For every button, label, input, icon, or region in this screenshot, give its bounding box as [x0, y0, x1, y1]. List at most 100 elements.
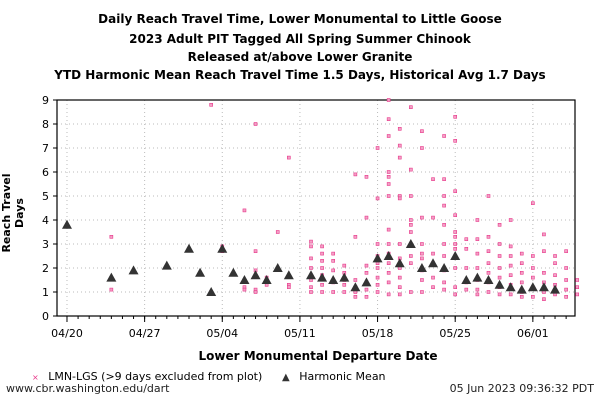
- scatter-point: [364, 287, 369, 292]
- scatter-point: [331, 251, 335, 256]
- scatter-point: [386, 117, 391, 121]
- scatter-point: [519, 270, 524, 275]
- scatter-point: [309, 290, 313, 294]
- harmonic-mean-point: [494, 279, 505, 289]
- scatter-point: [253, 290, 258, 294]
- x-tick-label: 05/11: [284, 327, 316, 340]
- scatter-point: [353, 172, 358, 177]
- harmonic-mean-point: [483, 275, 494, 284]
- harmonic-mean-point: [328, 275, 339, 284]
- scatter-point: [508, 218, 513, 222]
- scatter-point: [475, 292, 480, 297]
- scatter-point: [420, 242, 424, 246]
- scatter-point: [519, 261, 524, 266]
- scatter-point: [486, 235, 491, 239]
- harmonic-mean-point: [106, 272, 117, 282]
- scatter-point: [575, 285, 580, 290]
- harmonic-mean-point: [350, 282, 361, 292]
- scatter-point: [486, 270, 491, 275]
- scatter-point: [409, 261, 413, 266]
- scatter-point: [486, 290, 491, 294]
- scatter-point: [409, 290, 413, 294]
- scatter-point: [420, 251, 424, 256]
- scatter-point: [453, 266, 458, 270]
- scatter-point: [409, 194, 413, 198]
- chart-title-line-4: YTD Harmonic Mean Reach Travel Time 1.5 …: [54, 68, 546, 82]
- scatter-point: [386, 280, 391, 285]
- x-tick-label: 06/01: [517, 327, 549, 340]
- scatter-point: [453, 247, 458, 251]
- scatter-point: [564, 287, 568, 292]
- scatter-point: [453, 189, 458, 193]
- scatter-point: [497, 242, 502, 246]
- scatter-point: [331, 290, 335, 294]
- source-url[interactable]: www.cbr.washington.edu/dart: [6, 382, 170, 395]
- scatter-point: [497, 292, 502, 297]
- scatter-point: [442, 177, 446, 181]
- timestamp: 05 Jun 2023 09:36:32 PDT: [449, 382, 594, 395]
- scatter-point: [375, 266, 380, 270]
- scatter-point: [453, 213, 458, 217]
- scatter-point: [453, 230, 458, 234]
- scatter-point: [564, 266, 568, 270]
- scatter-point: [420, 278, 424, 282]
- scatter-point: [342, 282, 347, 287]
- scatter-point: [431, 215, 435, 220]
- harmonic-mean-point: [527, 282, 538, 292]
- scatter-point: [497, 254, 502, 258]
- harmonic-mean-point: [339, 272, 350, 282]
- scatter-point: [453, 115, 458, 119]
- scatter-point: [409, 167, 413, 172]
- harmonic-mean-point: [195, 267, 206, 277]
- harmonic-mean-point: [239, 275, 250, 284]
- scatter-point: [420, 146, 424, 150]
- y-tick-label: 3: [42, 238, 49, 251]
- triangle-marker-icon: ▲: [282, 372, 290, 383]
- scatter-point: [320, 290, 324, 294]
- scatter-point: [209, 103, 213, 107]
- harmonic-mean-point: [472, 272, 483, 282]
- scatter-point: [386, 182, 391, 186]
- scatter-point: [364, 270, 369, 275]
- scatter-point: [442, 254, 446, 258]
- harmonic-mean-point: [428, 258, 439, 268]
- scatter-point: [575, 292, 580, 297]
- scatter-point: [409, 105, 413, 109]
- scatter-point: [553, 254, 557, 258]
- y-tick-label: 8: [42, 118, 49, 131]
- harmonic-mean-point: [405, 239, 416, 248]
- scatter-point: [309, 239, 313, 244]
- scatter-point: [353, 235, 358, 239]
- scatter-point: [542, 249, 546, 253]
- scatter-point: [497, 266, 502, 270]
- harmonic-mean-point: [461, 275, 472, 284]
- scatter-point: [386, 292, 391, 297]
- scatter-point: [397, 143, 402, 148]
- scatter-point: [375, 146, 380, 150]
- scatter-point: [342, 290, 347, 294]
- scatter-point: [420, 129, 424, 133]
- scatter-point: [397, 155, 402, 160]
- harmonic-mean-point: [538, 282, 549, 292]
- y-tick-label: 0: [42, 310, 49, 323]
- chart-title-line-2: 2023 Adult PIT Tagged All Spring Summer …: [129, 32, 471, 46]
- harmonic-mean-point: [272, 263, 283, 272]
- scatter-point: [386, 227, 391, 232]
- chart-title-line-3: Released at/above Lower Granite: [187, 50, 413, 64]
- x-tick-label: 04/20: [51, 327, 83, 340]
- scatter-point: [320, 258, 324, 263]
- scatter-point: [309, 256, 313, 261]
- scatter-point: [453, 292, 458, 297]
- y-tick-label: 6: [42, 166, 49, 179]
- scatter-point: [542, 270, 546, 275]
- scatter-point: [564, 278, 568, 282]
- harmonic-mean-point: [250, 270, 261, 280]
- y-tick-label: 2: [42, 262, 49, 275]
- scatter-point: [364, 175, 369, 179]
- scatter-point: [331, 268, 335, 273]
- harmonic-mean-point: [383, 251, 394, 260]
- scatter-point: [420, 290, 424, 294]
- scatter-point: [453, 242, 458, 246]
- scatter-point: [442, 194, 446, 198]
- harmonic-mean-point: [228, 267, 239, 277]
